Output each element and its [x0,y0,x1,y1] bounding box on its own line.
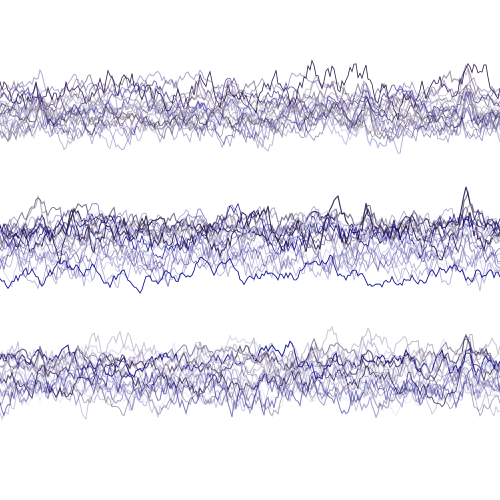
trace-line [0,88,500,138]
trace-line [0,208,500,257]
trace-line [0,363,500,419]
trace-line [0,74,500,115]
trace-line [0,353,500,417]
trace-line [0,243,500,290]
trace-line [0,79,500,124]
trace-line [0,87,500,136]
trace-line [0,80,500,126]
trace-line [0,219,500,288]
trace-line [0,346,500,385]
trace-line [0,360,500,421]
trace-line [0,68,500,109]
trace-line [0,190,500,243]
trace-line [0,327,500,401]
top-band [0,59,500,154]
trace-line [0,233,500,283]
trace-line [0,359,500,410]
trace-line [0,69,500,152]
trace-line [0,237,500,292]
trace-line [0,194,500,258]
trace-line [0,77,500,120]
trace-line [0,254,500,294]
trace-line [0,197,500,256]
trace-line [0,205,500,251]
trace-line [0,359,500,397]
bottom-band [0,325,500,421]
trace-line [0,373,500,417]
trace-line [0,347,500,403]
trace-line [0,355,500,418]
trace-line [0,102,500,143]
trace-line [0,86,500,135]
trace-line [0,90,500,154]
middle-band [0,186,500,294]
trace-line [0,337,500,403]
trace-line [0,333,500,395]
trace-line [0,225,500,289]
trace-line [0,366,500,407]
